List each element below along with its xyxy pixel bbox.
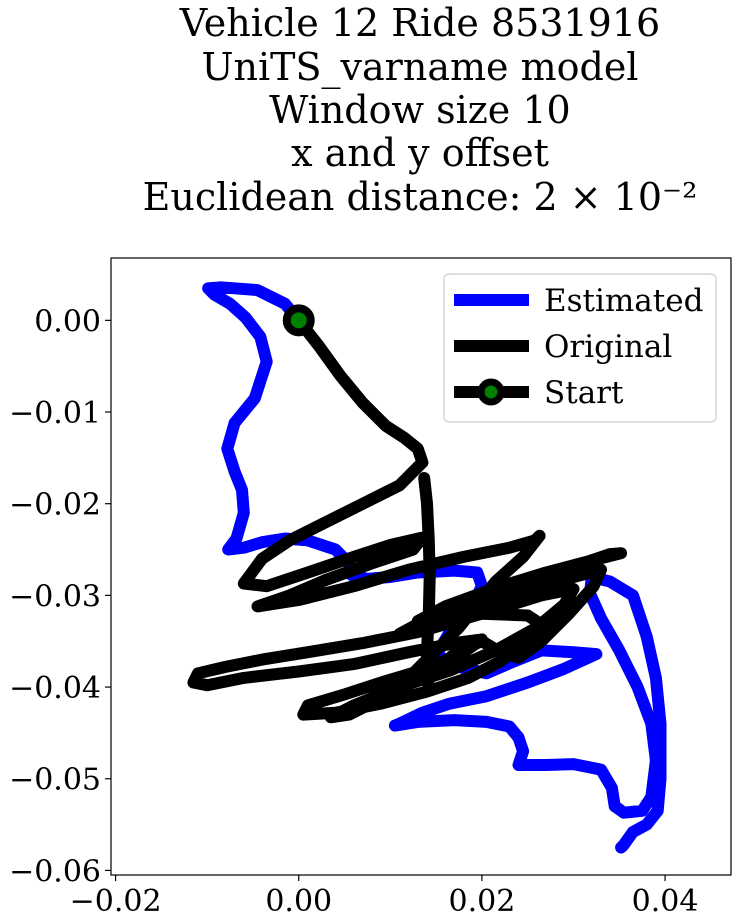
plot-area xyxy=(110,257,732,876)
legend-box xyxy=(443,273,717,423)
y-tick-label: −0.04 xyxy=(9,671,101,706)
chart-title: Vehicle 12 Ride 8531916 UniTS_varname mo… xyxy=(143,1,698,219)
title-line-5: Euclidean distance: 2 × 10⁻² xyxy=(143,175,698,219)
series-line-estimated xyxy=(202,281,667,854)
x-tick-label: −0.02 xyxy=(70,884,162,919)
y-tick-label: 0.00 xyxy=(34,304,101,339)
legend-label-estimated: Estimated xyxy=(544,283,703,319)
y-axis: 0.00 −0.01 −0.02 −0.03 −0.04 −0.05 −0.06 xyxy=(9,304,111,889)
legend-marker-start xyxy=(477,378,505,406)
x-tick-label: 0.02 xyxy=(449,884,516,919)
legend-label-start: Start xyxy=(544,375,624,411)
title-line-4: x and y offset xyxy=(291,131,549,175)
legend: Estimated Original Start xyxy=(443,273,717,423)
title-line-2: UniTS_varname model xyxy=(202,45,639,90)
y-tick-label: −0.01 xyxy=(9,396,101,431)
x-tick-label: 0.00 xyxy=(265,884,332,919)
x-axis: −0.02 0.00 0.02 0.04 xyxy=(70,875,699,919)
series-line-original xyxy=(187,314,628,724)
title-line-1: Vehicle 12 Ride 8531916 xyxy=(179,1,660,45)
y-tick-label: −0.06 xyxy=(9,854,101,889)
plot-frame xyxy=(110,257,732,876)
y-tick-label: −0.03 xyxy=(9,579,101,614)
x-tick-label: 0.04 xyxy=(632,884,699,919)
start-marker xyxy=(282,304,315,337)
y-tick-label: −0.02 xyxy=(9,488,101,523)
title-line-3: Window size 10 xyxy=(269,88,570,132)
y-tick-label: −0.05 xyxy=(9,763,101,798)
legend-label-original: Original xyxy=(544,329,672,365)
